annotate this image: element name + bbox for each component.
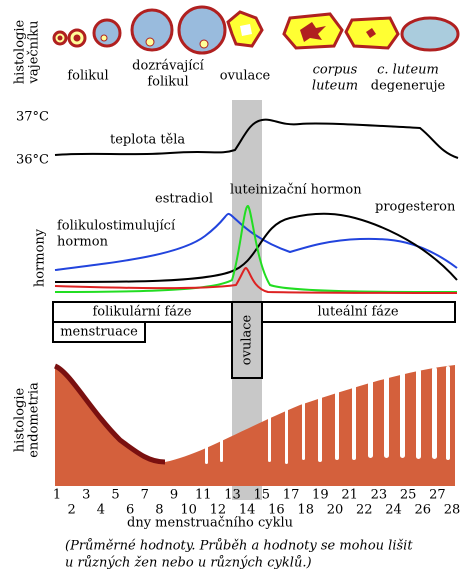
- phase-boxes: [52, 301, 456, 379]
- day-label: 17: [283, 488, 300, 503]
- hormone-label: estradiol: [155, 192, 213, 207]
- temp-tick: 37°C: [16, 110, 49, 125]
- day-label: 18: [297, 503, 314, 518]
- day-label: 27: [429, 488, 446, 503]
- hormone-axis-label: hormony: [33, 228, 48, 287]
- ovary-label: vaječníku: [27, 21, 42, 85]
- stage-label: degeneruje: [371, 79, 446, 94]
- day-label: 3: [82, 488, 90, 503]
- stage-label: luteum: [312, 79, 358, 94]
- stage-label: folikul: [67, 69, 108, 84]
- day-label: 12: [210, 503, 227, 518]
- endometrium-glands: [205, 366, 450, 464]
- ovary-icons: [52, 5, 460, 55]
- day-label: 4: [97, 503, 105, 518]
- day-label: 21: [341, 488, 358, 503]
- phase-label: folikulární fáze: [92, 305, 191, 320]
- day-label: 16: [268, 503, 285, 518]
- phase-label: ovulace: [240, 314, 255, 365]
- hormone-label: luteinizační hormon: [230, 183, 362, 198]
- day-label: 6: [126, 503, 134, 518]
- stage-label: c. luteum: [377, 63, 439, 78]
- estradiol-curve: [54, 212, 458, 271]
- day-label: 26: [414, 503, 431, 518]
- day-label: 11: [195, 488, 212, 503]
- day-label: 8: [155, 503, 163, 518]
- temperature-curve: [54, 118, 459, 159]
- stage-label: dozrávající: [132, 59, 205, 74]
- temp-tick: 36°C: [16, 153, 49, 168]
- phase-label: menstruace: [60, 325, 138, 340]
- hormone-label: hormon: [57, 235, 109, 250]
- ovary-label: histologie: [13, 19, 28, 84]
- day-label: 28: [444, 503, 461, 518]
- note: (Průměrné hodnoty. Průběh a hodnoty se m…: [65, 538, 413, 554]
- day-label: 2: [67, 503, 75, 518]
- progesterone-curve: [54, 212, 458, 283]
- temp-label: teplota těla: [110, 133, 185, 148]
- fsh-curve: [54, 266, 458, 294]
- day-label: 20: [327, 503, 344, 518]
- x-label: dny menstruačního cyklu: [127, 516, 293, 531]
- endometrium-edge: [53, 363, 166, 465]
- day-label: 5: [111, 488, 119, 503]
- hormone-label: progesteron: [375, 200, 456, 215]
- note: u různých žen nebo u různých cyklů.): [65, 555, 312, 571]
- endometrium-label: endometria: [27, 382, 42, 458]
- day-label: 23: [371, 488, 388, 503]
- day-label: 22: [356, 503, 373, 518]
- endometrium-label: histologie: [13, 387, 28, 452]
- stage-label: corpus: [313, 63, 358, 78]
- day-label: 13: [224, 488, 241, 503]
- stage-label: folikul: [147, 75, 188, 90]
- hormone-label: folikulostimulující: [57, 219, 176, 234]
- day-label: 19: [312, 488, 329, 503]
- day-label: 9: [170, 488, 178, 503]
- phase-label: luteální fáze: [317, 305, 398, 320]
- day-label: 10: [180, 503, 197, 518]
- day-label: 1: [53, 488, 61, 503]
- day-label: 14: [239, 503, 256, 518]
- day-label: 15: [254, 488, 271, 503]
- day-label: 24: [385, 503, 402, 518]
- stage-label: ovulace: [220, 69, 271, 84]
- day-label: 7: [141, 488, 149, 503]
- day-axis: 1234567891011121314151617181920212223242…: [53, 488, 460, 518]
- day-label: 25: [400, 488, 417, 503]
